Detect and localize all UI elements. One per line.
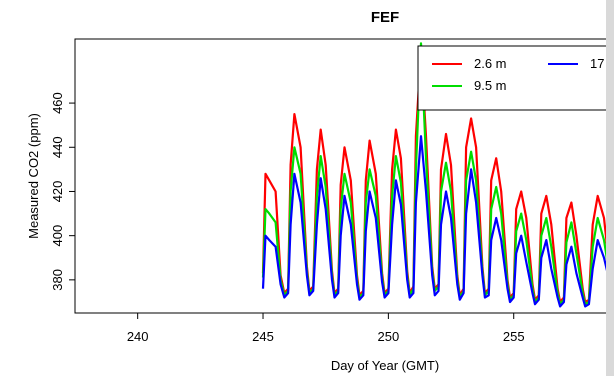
y-tick-label: 400: [50, 225, 65, 247]
y-axis-label: Measured CO2 (ppm): [26, 113, 41, 239]
x-tick-label: 250: [378, 329, 400, 344]
series-layer: [261, 42, 614, 308]
legend-box: [417, 45, 614, 111]
series-line-2: [261, 42, 614, 306]
series-line-1: [261, 48, 614, 304]
chart-title: FEF: [371, 9, 399, 26]
y-tick-label: 380: [50, 269, 65, 291]
window-edge: [606, 0, 614, 376]
y-axis: 380 400 420 440 460: [50, 92, 75, 291]
plot-frame: [74, 38, 614, 314]
y-tick-label: 420: [50, 181, 65, 203]
y-tick-label: 440: [50, 136, 65, 158]
series-line-3: [261, 135, 614, 308]
legend-label-2: 9.5 m: [474, 78, 507, 93]
x-tick-label: 245: [252, 329, 274, 344]
x-axis-label: Day of Year (GMT): [331, 358, 439, 373]
legend-label-1: 2.6 m: [474, 56, 507, 71]
x-tick-label: 240: [127, 329, 149, 344]
x-tick-label: 255: [503, 329, 525, 344]
y-tick-label: 460: [50, 92, 65, 114]
legend-label-3: 17: [590, 56, 604, 71]
legend: 2.6 m 9.5 m 17: [417, 45, 614, 111]
x-axis: 240 245 250 255: [127, 313, 525, 344]
